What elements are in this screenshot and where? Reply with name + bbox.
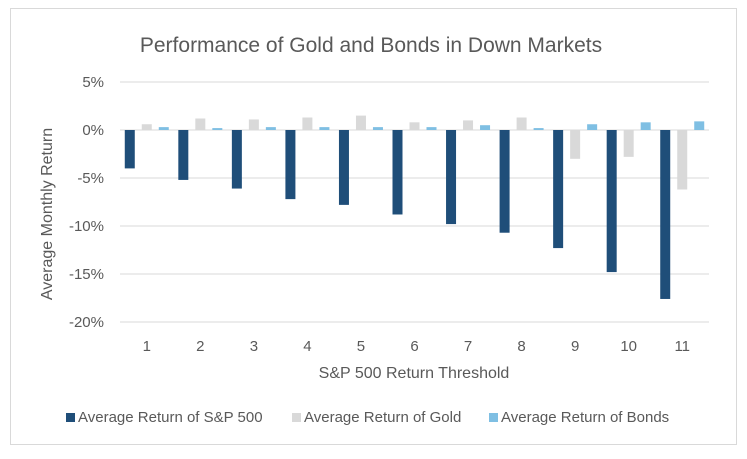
y-tick-label: -10% [69,218,104,235]
bar-gold [302,117,313,130]
bar-gold [141,124,152,130]
bar-bonds [158,127,169,130]
bars [124,115,705,299]
bar-sp500 [392,130,403,215]
x-tick-label: 2 [196,338,204,355]
bar-sp500 [446,130,457,225]
x-axis-title: S&P 500 Return Threshold [319,365,510,382]
bar-sp500 [606,130,617,273]
x-tick-label: 8 [517,338,525,355]
bar-gold [248,119,259,130]
bar-gold [516,117,527,130]
x-tick-label: 10 [620,338,637,355]
bar-bonds [426,127,437,130]
x-axis-ticks: 1 2 3 4 5 6 7 8 9 10 11 [143,338,690,355]
bar-gold [463,120,474,130]
legend-swatch [292,413,301,422]
bar-bonds [694,121,705,130]
bar-bonds [372,127,383,130]
legend: Average Return of S&P 500 Average Return … [66,409,669,426]
x-tick-label: 11 [674,338,690,355]
bar-sp500 [499,130,510,233]
legend-swatch [66,413,75,422]
bar-sp500 [553,130,564,249]
bar-bonds [480,125,491,130]
x-tick-label: 3 [250,338,258,355]
y-tick-label: -5% [77,170,104,187]
y-tick-label: 0% [82,122,104,139]
y-tick-label: -20% [69,314,104,331]
legend-swatch [489,413,498,422]
bar-gold [677,130,688,190]
y-tick-label: -15% [69,266,104,283]
gridlines [120,81,709,323]
bar-sp500 [124,130,135,169]
x-tick-label: 1 [143,338,151,355]
bar-gold [195,118,206,130]
bar-gold [409,122,420,130]
bar-bonds [212,128,223,130]
y-tick-label: 5% [82,74,104,91]
bar-bonds [640,122,651,130]
legend-label: Average Return of Gold [304,409,461,426]
bar-sp500 [660,130,671,299]
bar-bonds [533,128,544,130]
y-axis-ticks: 5% 0% -5% -10% -15% -20% [69,74,104,331]
bar-bonds [319,127,330,130]
y-axis-title: Average Monthly Return [39,128,56,300]
x-tick-label: 9 [571,338,579,355]
bar-sp500 [285,130,296,200]
legend-label: Average Return of S&P 500 [78,409,263,426]
legend-label: Average Return of Bonds [501,409,669,426]
x-tick-label: 4 [303,338,311,355]
bar-gold [623,130,634,157]
bar-sp500 [231,130,242,189]
bar-gold [355,115,366,130]
bar-gold [570,130,581,159]
bar-bonds [587,124,598,130]
bar-sp500 [178,130,189,180]
bar-sp500 [338,130,349,205]
bar-bonds [265,127,276,130]
x-tick-label: 5 [357,338,365,355]
chart-title: Performance of Gold and Bonds in Down Ma… [140,34,602,57]
x-tick-label: 7 [464,338,472,355]
x-tick-label: 6 [410,338,418,355]
